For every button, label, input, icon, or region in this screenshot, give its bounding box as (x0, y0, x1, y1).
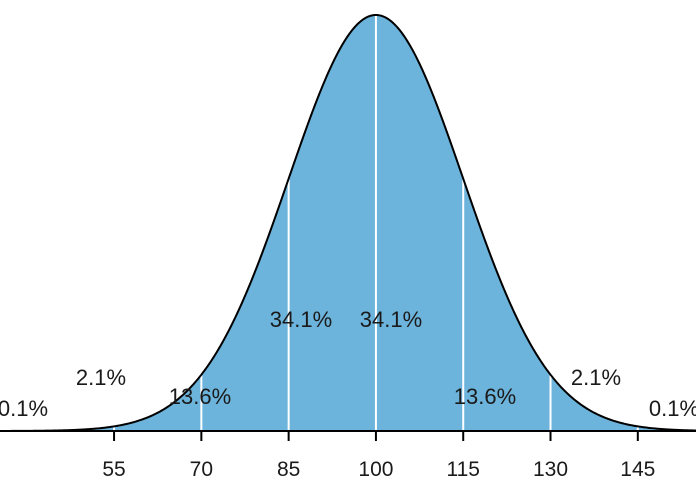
region-label-55-70: 2.1% (76, 365, 126, 390)
x-tick-label: 100 (358, 458, 393, 481)
region-label-130-145: 2.1% (571, 365, 621, 390)
region-label-85-100: 34.1% (270, 307, 332, 332)
x-tick-label: 130 (533, 458, 568, 481)
region-label-100-115: 34.1% (360, 307, 422, 332)
x-axis-ticks: 55 70 85 100 115 130 145 (102, 431, 655, 481)
x-tick-label: 70 (190, 458, 213, 481)
curve-area (0, 15, 696, 431)
region-label-115-130: 13.6% (454, 384, 516, 409)
region-percent-labels: 0.1% 2.1% 13.6% 34.1% 34.1% 13.6% 2.1% 0.1% (0, 307, 696, 421)
x-tick-label: 85 (277, 458, 300, 481)
x-tick-label: 145 (620, 458, 655, 481)
region-label-below-55: 0.1% (0, 396, 48, 421)
x-tick-label: 115 (446, 458, 479, 481)
region-label-70-85: 13.6% (169, 384, 231, 409)
region-label-above-145: 0.1% (649, 396, 696, 421)
x-tick-label: 55 (102, 458, 125, 481)
sd-divider-lines (113, 16, 639, 431)
curve-outline (0, 13, 696, 432)
